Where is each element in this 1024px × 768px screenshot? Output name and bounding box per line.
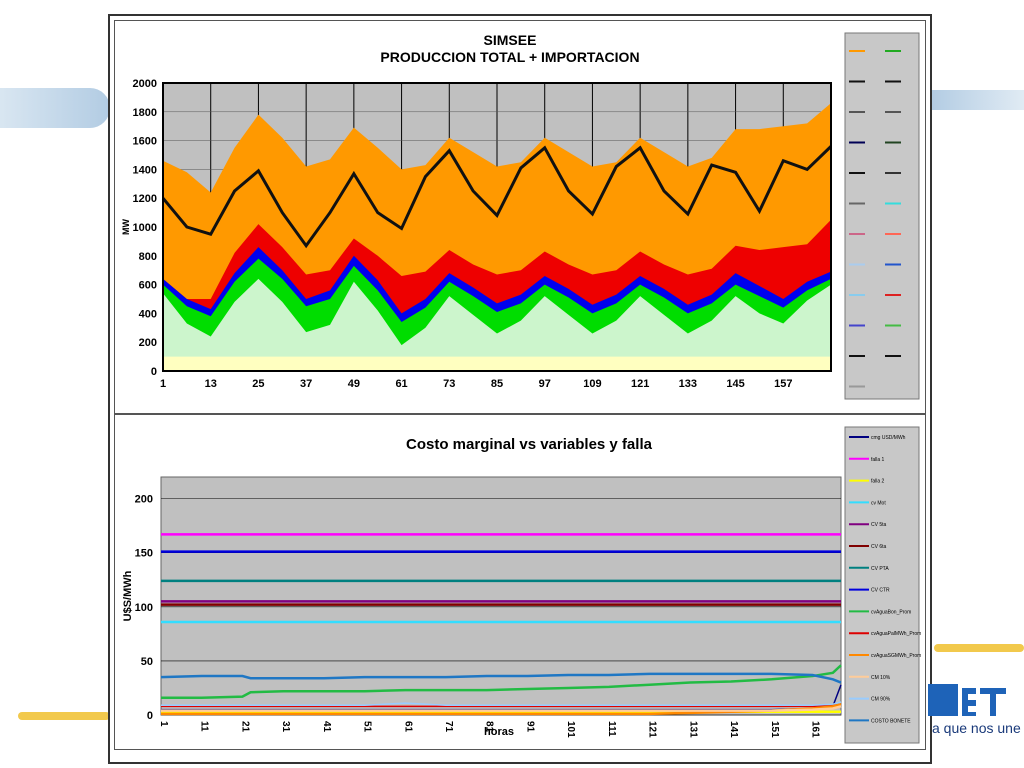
legend-label: CM 90% [871, 697, 891, 703]
x-tick-label: 31 [280, 721, 291, 733]
legend-label: cmg USD/MWh [871, 435, 906, 441]
x-tick-label: 1 [158, 721, 169, 727]
y-axis-label: MW [121, 219, 131, 235]
chart-subtitle: PRODUCCION TOTAL + IMPORTACION [380, 49, 639, 65]
x-tick-label: 1 [160, 378, 166, 390]
x-tick-label: 151 [769, 721, 780, 738]
x-tick-label: 157 [774, 378, 792, 390]
y-tick-label: 150 [135, 548, 153, 560]
line-series-13 [160, 672, 842, 684]
x-tick-label: 37 [300, 378, 312, 390]
chart-title: SIMSEE [484, 32, 537, 48]
brand-tagline: a que nos une [932, 720, 1021, 736]
legend-label: cvAguaPalMWh_Prom [871, 631, 921, 637]
x-tick-label: 61 [402, 721, 413, 733]
x-tick-label: 21 [239, 721, 250, 733]
y-tick-label: 200 [135, 494, 153, 506]
y-axis-label: U$S/MWh [122, 570, 134, 621]
legend-label: CV CTR [871, 588, 890, 594]
area-series-1 [163, 278, 831, 371]
x-tick-label: 13 [205, 378, 217, 390]
x-tick-label: 81 [484, 721, 495, 733]
legend-label: COSTO BONETE [871, 718, 911, 724]
x-tick-label: 121 [647, 721, 658, 738]
background-stripe-blue-right [930, 90, 1024, 110]
x-axis-label: horas [484, 726, 514, 738]
legend-label: CM 10% [871, 675, 891, 681]
slide-frame: 0 200 400 600 800 1000 1200 1400 1600 1800 2000 1 13… [108, 14, 932, 764]
background-stripe-blue [0, 88, 110, 128]
x-tick-label: 41 [321, 721, 332, 733]
line-series-9 [161, 703, 842, 708]
y-tick-label: 100 [135, 602, 153, 614]
production-chart: 0 200 400 600 800 1000 1200 1400 1600 1800 2000 1 13… [121, 32, 920, 400]
legend-label: cvAguaSGMWh_Prom [871, 653, 921, 659]
legend-label: cv Mot [871, 500, 886, 506]
line-series-11 [161, 705, 842, 712]
x-tick-label: 25 [252, 378, 264, 390]
x-tick-label: 85 [491, 378, 503, 390]
marginal-cost-chart-panel: 0 50 100 150 200 1 11 21 31 41 51 61 71 81 91 101 111 121… [114, 414, 926, 750]
x-tick-label: 131 [687, 721, 698, 738]
x-tick-label: 73 [443, 378, 455, 390]
x-tick-label: 133 [679, 378, 697, 390]
y-tick-label: 1600 [133, 136, 157, 148]
y-tick-label: 200 [139, 337, 157, 349]
y-tick-label: 1000 [133, 222, 157, 234]
demand-line [161, 145, 833, 249]
x-tick-label: 91 [524, 721, 535, 733]
x-tick-label: 97 [539, 378, 551, 390]
x-tick-label: 121 [631, 378, 649, 390]
area-series-0 [163, 356, 831, 371]
background-stripe-yellow-right [934, 644, 1024, 652]
y-tick-label: 50 [141, 656, 153, 668]
legend-label: CV 5ta [871, 522, 887, 528]
x-tick-label: 141 [728, 721, 739, 738]
y-tick-label: 1400 [133, 164, 157, 176]
chart-title: Costo marginal vs variables y falla [406, 436, 653, 453]
line-series-12 [161, 701, 842, 707]
x-tick-label: 11 [199, 721, 210, 732]
brand-logo [928, 680, 1024, 720]
background-stripe-yellow [18, 712, 110, 720]
x-tick-label: 101 [565, 721, 576, 738]
y-tick-label: 2000 [133, 78, 157, 90]
legend-label: CV 6ta [871, 544, 887, 550]
ute-logo-icon [928, 684, 1006, 716]
x-tick-label: 145 [726, 378, 744, 390]
x-tick-label: 161 [809, 721, 820, 738]
legend-label: falla 2 [871, 479, 885, 485]
x-tick-label: 109 [583, 378, 601, 390]
x-tick-label: 111 [606, 721, 617, 737]
y-tick-label: 1800 [133, 107, 157, 119]
y-tick-label: 400 [139, 308, 157, 320]
y-tick-label: 800 [139, 251, 157, 263]
legend-label: cvAguaBon_Prom [871, 609, 911, 615]
line-series-8 [161, 664, 842, 699]
production-chart-panel: 0 200 400 600 800 1000 1200 1400 1600 1800 2000 1 13… [114, 20, 926, 414]
y-tick-label: 1200 [133, 193, 157, 205]
legend-label: CV PTA [871, 566, 889, 572]
x-tick-label: 71 [443, 721, 454, 733]
legend-label: falla 1 [871, 457, 885, 463]
y-tick-label: 0 [147, 710, 153, 722]
x-tick-label: 61 [395, 378, 407, 390]
plot-border [162, 82, 832, 372]
y-tick-label: 600 [139, 280, 157, 292]
x-tick-label: 49 [348, 378, 360, 390]
y-tick-label: 0 [151, 366, 157, 378]
x-tick-label: 51 [362, 721, 373, 733]
legend-box [844, 426, 920, 744]
legend-box [844, 32, 920, 400]
